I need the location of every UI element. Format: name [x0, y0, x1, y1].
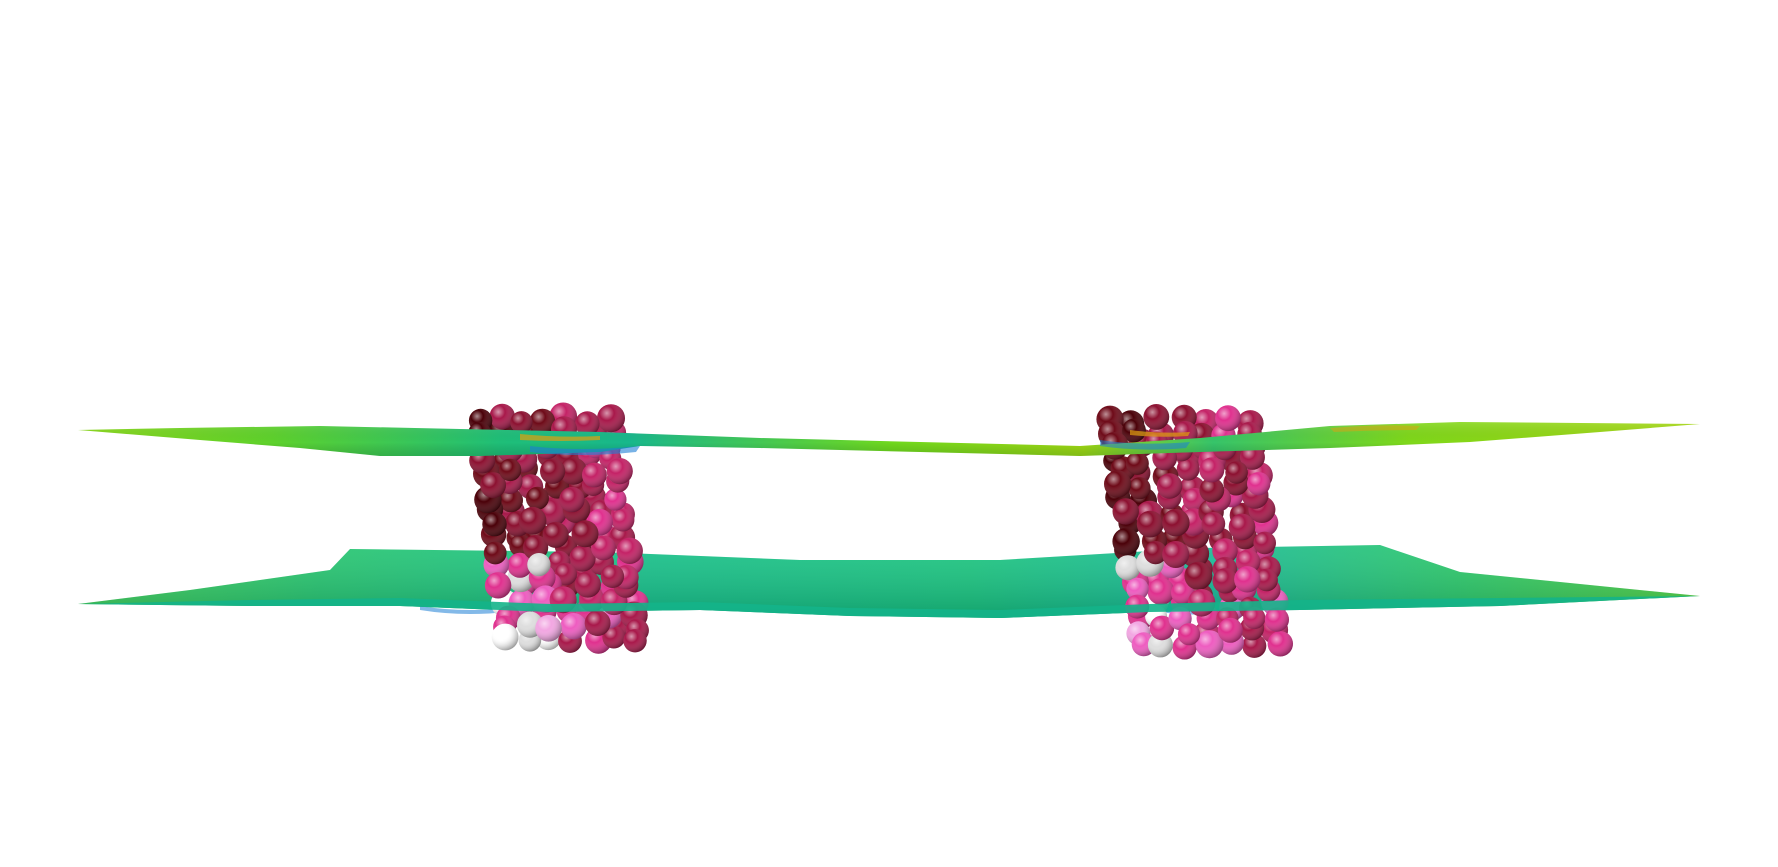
bead-shading [1212, 568, 1238, 594]
bead-shading [1143, 541, 1168, 565]
bead-shading [1239, 444, 1265, 470]
bead-shading [1112, 527, 1140, 556]
bead-shading [575, 411, 600, 436]
bead-shading [1195, 630, 1224, 659]
bead-shading [606, 458, 633, 485]
bead-shading [1162, 541, 1190, 568]
bead-shading [591, 535, 616, 561]
bead-shading [1162, 509, 1190, 537]
bead-shading [584, 610, 611, 636]
bead-shading [1242, 633, 1267, 658]
bead-shading [1199, 477, 1225, 503]
bead-shading [1156, 473, 1183, 499]
bead-shading [1176, 457, 1200, 481]
bead-shading [1212, 538, 1238, 564]
bead-shading [507, 552, 533, 578]
bead-shading [602, 625, 626, 649]
bead-shading [559, 457, 587, 485]
bead-shading [1104, 470, 1132, 498]
bead-shading [1234, 566, 1261, 593]
bead-shading [1177, 623, 1201, 646]
bead-shading [611, 508, 635, 532]
bead-shading [582, 462, 607, 488]
bead-shading [1136, 510, 1164, 538]
bead-shading [527, 553, 551, 577]
bead-shading [1225, 461, 1248, 484]
bead-shading [489, 403, 515, 430]
bead-shading [1125, 451, 1149, 475]
bead-shading [1199, 457, 1225, 483]
bead-shading [1267, 631, 1294, 657]
bead-shading [1255, 568, 1278, 592]
bead-shading [569, 545, 596, 572]
bead-shading [484, 572, 512, 599]
bead-shading [1184, 561, 1213, 590]
bead-shading [1149, 615, 1175, 641]
lower-leaflet-front-edge [78, 596, 1700, 618]
upper-leaflet-surface [78, 422, 1700, 456]
bead-shading [1264, 607, 1289, 632]
bead-shading [525, 486, 549, 510]
bead-shading [1126, 577, 1149, 601]
bead-shading [604, 488, 627, 511]
bead-shading [1243, 606, 1266, 630]
bead-shading [1122, 418, 1146, 443]
bead-shading [1112, 498, 1139, 525]
bead-shading [535, 615, 562, 642]
bead-shading [1247, 472, 1271, 496]
bead-shading [560, 613, 587, 640]
bead-shading [1215, 405, 1241, 432]
bead-shading [529, 408, 556, 435]
bead-shading [574, 571, 601, 598]
bead-shading [1147, 578, 1175, 605]
bead-shading [1253, 531, 1276, 555]
bead-shading [600, 564, 625, 588]
bead-shading [1115, 555, 1141, 581]
bead-shading [491, 623, 519, 651]
bead-shading [623, 629, 647, 653]
bead-shading [518, 506, 547, 535]
bead-shading [571, 520, 599, 548]
bead-shading [597, 404, 625, 433]
bead-shading [498, 458, 522, 482]
bead-shading [482, 511, 507, 537]
bead-shading [1217, 617, 1243, 643]
bead-shading [540, 458, 566, 484]
bead-shading [480, 472, 506, 498]
protein-cluster-left [468, 402, 649, 654]
bead-shading [499, 488, 523, 513]
bead-shading [616, 537, 643, 564]
bead-shading [1228, 513, 1256, 541]
bead-shading [510, 411, 533, 434]
bead-shading [1201, 512, 1226, 536]
bead-shading [559, 486, 585, 513]
lower-leaflet-surface [78, 545, 1700, 618]
bead-shading [1128, 477, 1151, 500]
bead-shading [542, 521, 569, 548]
bead-shading [483, 541, 507, 565]
bead-shading [1143, 404, 1170, 430]
